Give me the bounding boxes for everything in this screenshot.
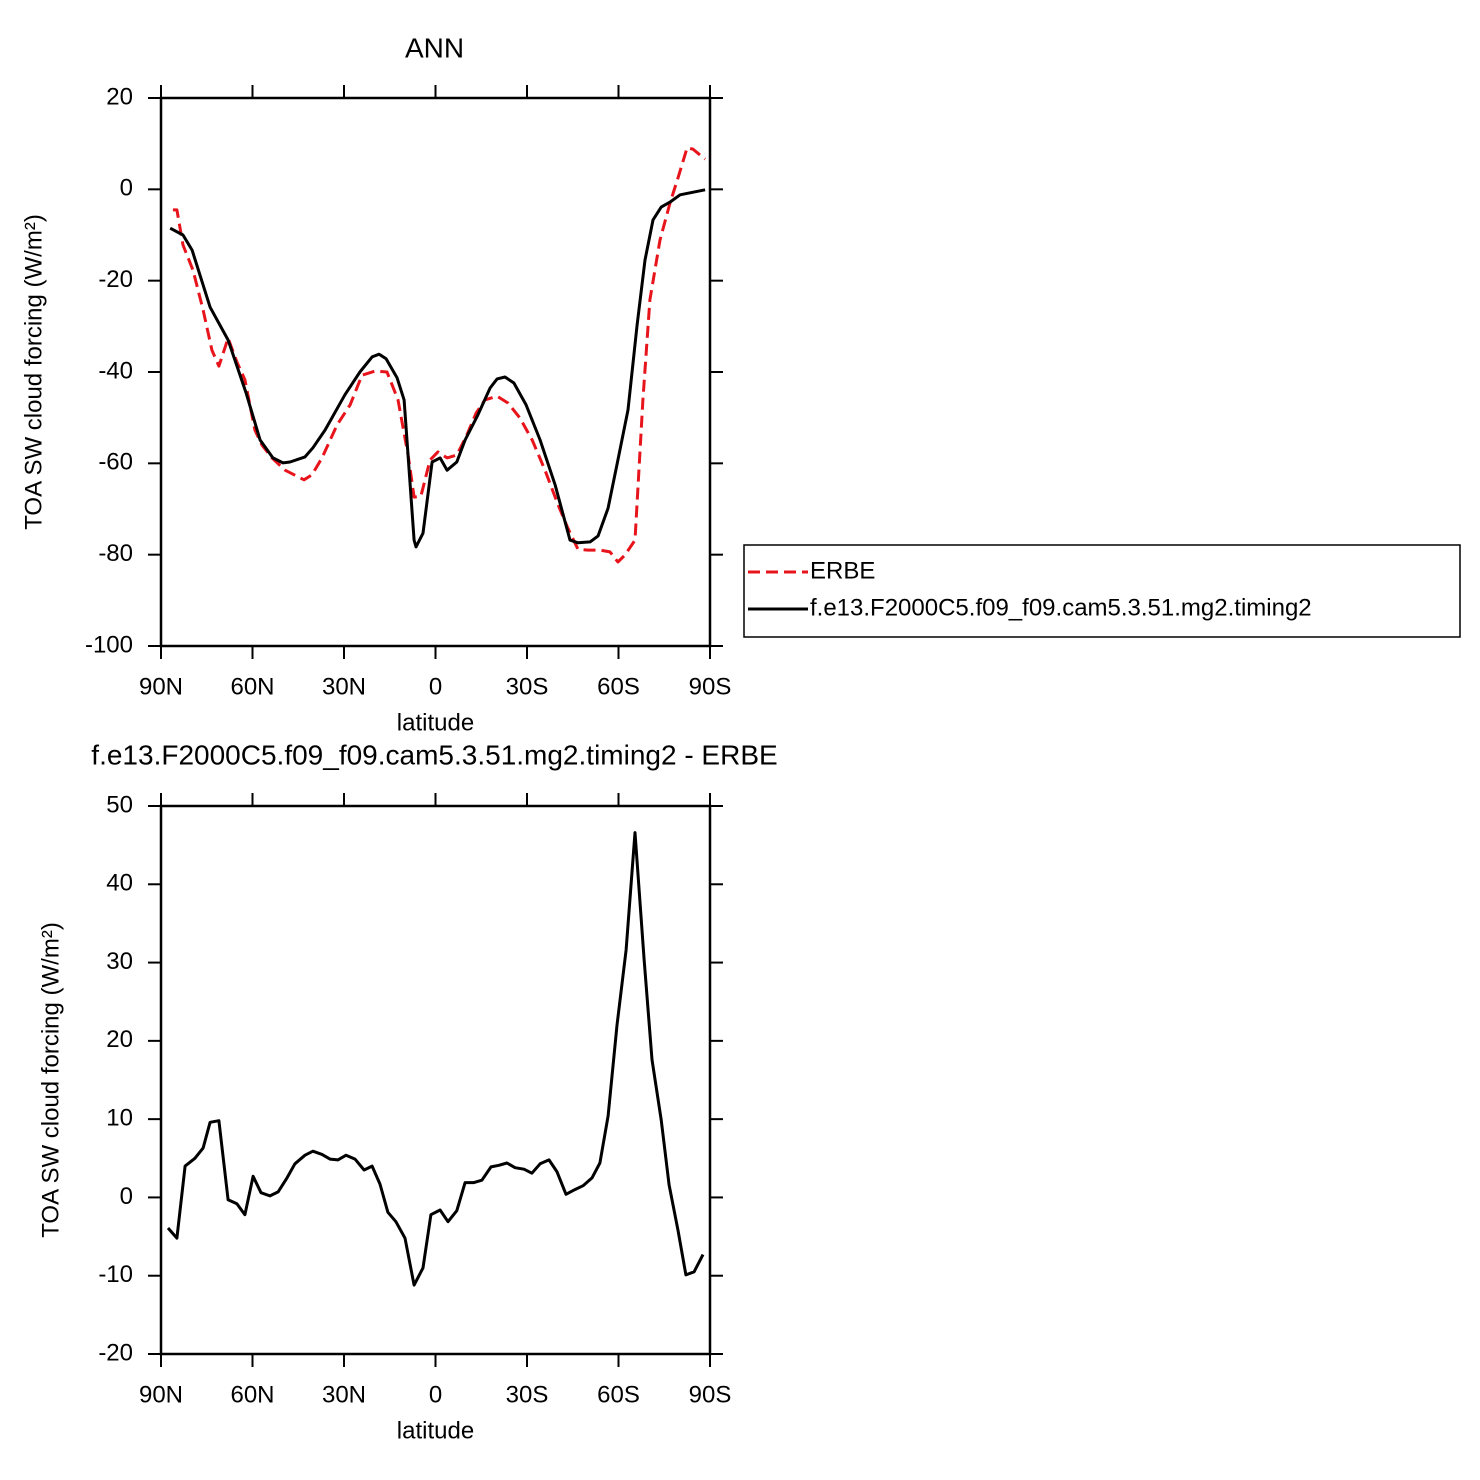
y-tick-label: 40 [106,870,133,897]
x-tick-label: 60S [597,673,640,700]
y-tick-label: -40 [98,357,133,384]
x-tick-label: 90N [139,673,183,700]
plot-frame [159,804,712,1356]
x-tick-label: 0 [429,1381,442,1408]
x-tick-label: 60S [597,1381,640,1408]
y-tick-label: 20 [106,1026,133,1053]
x-tick-label: 90S [689,673,732,700]
legend-label: ERBE [810,557,875,584]
y-axis-label: TOA SW cloud forcing (W/m²) [20,214,47,530]
x-axis-label: latitude [397,709,474,736]
y-tick-label: -20 [98,1339,133,1366]
y-tick-label: 30 [106,948,133,975]
y-tick-label: 20 [106,83,133,110]
x-tick-label: 30S [506,1381,549,1408]
x-tick-label: 0 [429,673,442,700]
legend-box [743,544,1461,638]
chart-title: f.e13.F2000C5.f09_f09.cam5.3.51.mg2.timi… [91,739,777,770]
x-tick-label: 90N [139,1381,183,1408]
y-tick-label: -80 [98,540,133,567]
x-tick-label: 90S [689,1381,732,1408]
legend: ERBE f.e13.F2000C5.f09_f09.cam5.3.51.mg2.… [743,544,1461,638]
y-tick-label: 10 [106,1104,133,1131]
y-tick-label: -100 [85,631,133,658]
data-line [166,831,705,1287]
x-tick-label: 30N [322,673,366,700]
y-tick-label: 0 [120,175,133,202]
y-axis-label: TOA SW cloud forcing (W/m²) [37,922,64,1238]
data-line [169,188,706,549]
y-tick-label: -10 [98,1261,133,1288]
plot-frame [159,96,712,648]
data-line [172,146,707,564]
x-tick-label: 30N [322,1381,366,1408]
y-tick-label: 0 [120,1183,133,1210]
chart-title: ANN [405,32,464,63]
y-tick-label: 50 [106,791,133,818]
y-tick-label: -60 [98,449,133,476]
x-axis-label: latitude [397,1417,474,1444]
legend-label: f.e13.F2000C5.f09_f09.cam5.3.51.mg2.timi… [810,594,1312,621]
x-tick-label: 30S [506,673,549,700]
x-tick-label: 60N [230,1381,274,1408]
x-tick-label: 60N [230,673,274,700]
y-tick-label: -20 [98,266,133,293]
